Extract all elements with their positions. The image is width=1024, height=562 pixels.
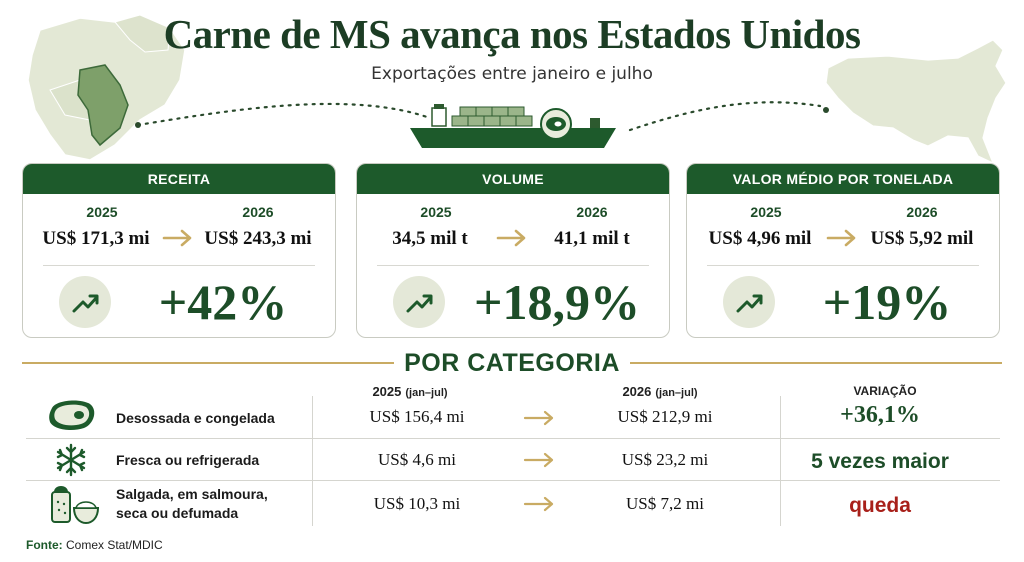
section-divider-right (630, 362, 1002, 364)
category-name: Desossada e congelada (116, 410, 275, 426)
steak-icon (49, 400, 95, 430)
column-header-2025: 2025 (jan–jul) (372, 384, 448, 399)
arrow-right-icon (523, 496, 554, 512)
card-year-a: 2025 (750, 204, 782, 220)
card-value-b: US$ 243,3 mi (204, 228, 312, 249)
trend-up-icon (59, 276, 111, 328)
column-separator (312, 396, 313, 526)
column-separator (780, 396, 781, 526)
variation-value: 5 vezes maior (811, 450, 949, 473)
row-separator (26, 480, 1000, 481)
variation-value: +36,1% (840, 402, 920, 428)
trend-up-icon (723, 276, 775, 328)
card-valor-medio: VALOR MÉDIO POR TONELADA 2025 US$ 4,96 m… (686, 163, 1000, 338)
card-value-b: US$ 5,92 mil (870, 228, 974, 249)
card-change: +18,9% (474, 274, 640, 330)
snowflake-icon (56, 443, 86, 477)
card-value-a: US$ 4,96 mil (708, 228, 812, 249)
value-2025: US$ 10,3 mi (373, 494, 461, 513)
card-change: +19% (822, 274, 952, 330)
table-row: Desossada e congelada US$ 156,4 mi US$ 2… (26, 396, 1000, 440)
salt-shaker-icon (51, 486, 100, 525)
arrow-right-icon (826, 229, 856, 247)
table-row: Salgada, em salmoura, seca ou defumada U… (26, 482, 1000, 526)
value-2026: US$ 7,2 mi (626, 494, 704, 513)
value-2025: US$ 4,6 mi (378, 450, 456, 469)
card-year-b: 2026 (906, 204, 938, 220)
value-2026: US$ 212,9 mi (617, 407, 713, 426)
arrow-right-icon (496, 229, 526, 247)
value-2026: US$ 23,2 mi (621, 450, 709, 469)
arrow-right-icon (523, 410, 554, 426)
card-receita: RECEITA 2025 US$ 171,3 mi 2026 US$ 243,3… (22, 163, 336, 338)
card-title: VOLUME (357, 164, 669, 194)
card-volume: VOLUME 2025 34,5 mil t 2026 41,1 mil t +… (356, 163, 670, 338)
card-year-b: 2026 (242, 204, 274, 220)
card-change: +42% (158, 274, 288, 330)
route-dotted-line (136, 101, 822, 132)
category-name: Fresca ou refrigerada (116, 452, 260, 468)
row-separator (26, 438, 1000, 439)
usa-map-illustration (823, 39, 1007, 165)
category-name: Salgada, em salmoura, seca ou defumada (116, 486, 268, 521)
source-note: Fonte: Comex Stat/MDIC (26, 538, 163, 552)
card-value-a: 34,5 mil t (392, 228, 468, 249)
card-year-a: 2025 (420, 204, 452, 220)
page-title: Carne de MS avança nos Estados Unidos (163, 11, 861, 57)
card-value-a: US$ 171,3 mi (42, 228, 150, 249)
page-subtitle: Exportações entre janeiro e julho (371, 64, 653, 84)
ms-map-illustration (27, 14, 186, 160)
section-divider-left (22, 362, 394, 364)
card-year-a: 2025 (86, 204, 118, 220)
table-row: Fresca ou refrigerada US$ 4,6 mi US$ 23,… (26, 440, 1000, 484)
arrow-right-icon (162, 229, 192, 247)
card-divider (43, 265, 315, 266)
column-header-2026: 2026 (jan–jul) (622, 384, 698, 399)
section-title: POR CATEGORIA (404, 349, 620, 377)
card-title: VALOR MÉDIO POR TONELADA (687, 164, 999, 194)
variation-value: queda (849, 494, 911, 517)
card-divider (707, 265, 979, 266)
card-year-b: 2026 (576, 204, 608, 220)
card-divider (377, 265, 649, 266)
value-2025: US$ 156,4 mi (369, 407, 465, 426)
column-header-variation: VARIAÇÃO (853, 384, 917, 398)
trend-up-icon (393, 276, 445, 328)
card-value-b: 41,1 mil t (554, 228, 630, 249)
card-title: RECEITA (23, 164, 335, 194)
arrow-right-icon (523, 452, 554, 468)
cargo-ship-icon (410, 104, 616, 148)
